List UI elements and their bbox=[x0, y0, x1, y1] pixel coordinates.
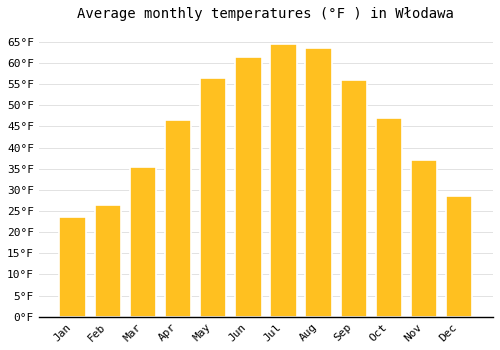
Bar bbox=[94, 205, 121, 317]
Bar bbox=[376, 118, 402, 317]
Bar bbox=[446, 196, 472, 317]
Bar bbox=[235, 57, 262, 317]
Bar bbox=[306, 48, 332, 317]
Bar bbox=[411, 160, 438, 317]
Bar bbox=[60, 217, 86, 317]
Bar bbox=[200, 78, 226, 317]
Bar bbox=[165, 120, 191, 317]
Title: Average monthly temperatures (°F ) in Włodawa: Average monthly temperatures (°F ) in Wł… bbox=[78, 7, 454, 21]
Bar bbox=[130, 167, 156, 317]
Bar bbox=[270, 44, 296, 317]
Bar bbox=[340, 80, 367, 317]
